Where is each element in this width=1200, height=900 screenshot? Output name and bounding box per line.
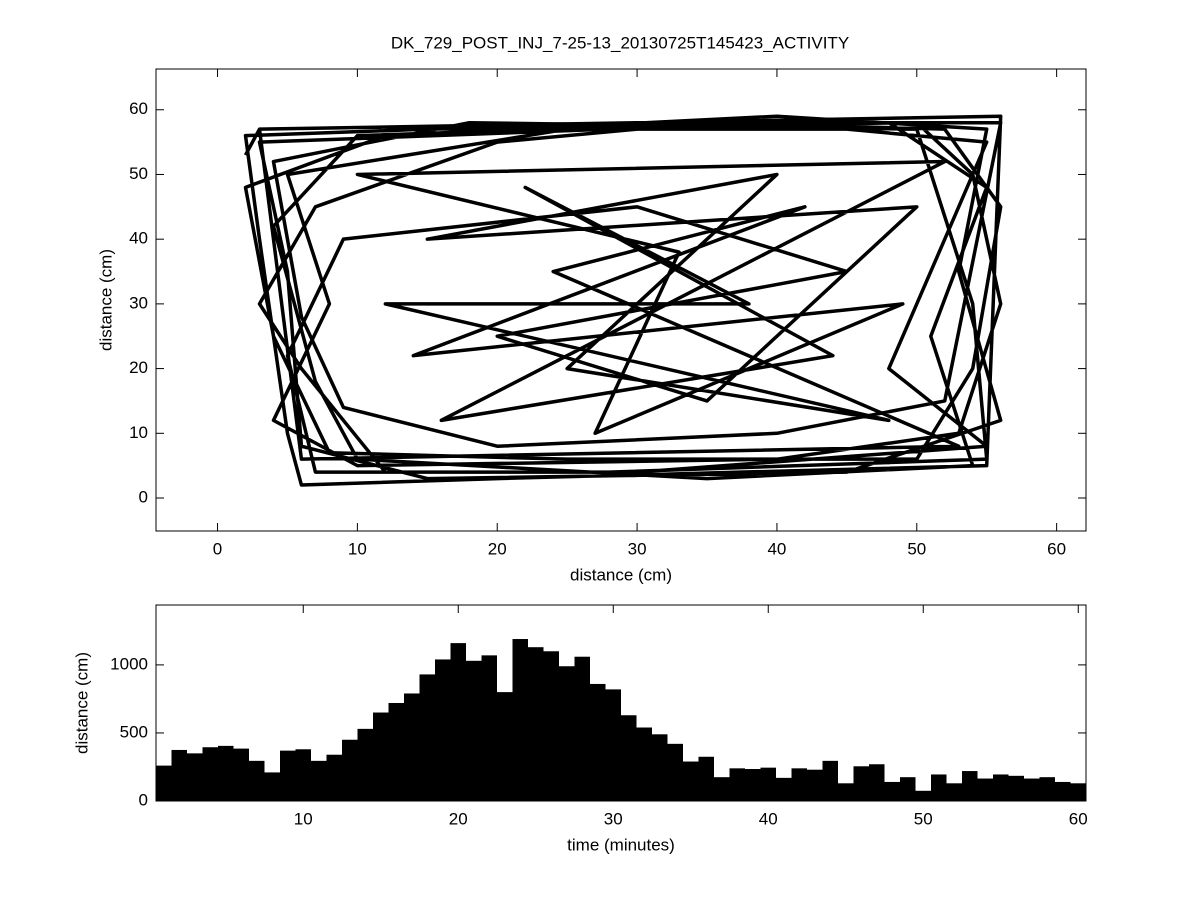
- bar: [760, 767, 776, 801]
- y-tick-label: 40: [129, 229, 148, 248]
- bar: [962, 771, 978, 801]
- y-tick-label: 0: [139, 790, 148, 809]
- bar: [326, 754, 342, 801]
- y-tick-label: 30: [129, 293, 148, 312]
- bar: [838, 783, 854, 801]
- bar: [993, 774, 1009, 801]
- bar: [1008, 775, 1024, 801]
- bar: [683, 761, 699, 801]
- x-tick-label: 60: [1047, 539, 1066, 558]
- y-axis-label: distance (cm): [96, 249, 115, 351]
- bar: [435, 659, 451, 801]
- bar: [171, 749, 187, 801]
- x-tick-label: 10: [294, 809, 313, 828]
- x-tick-label: 30: [604, 809, 623, 828]
- bar: [342, 739, 358, 801]
- bar: [667, 743, 683, 801]
- bar: [466, 660, 482, 801]
- axes-box: [155, 604, 1087, 802]
- bar: [497, 692, 513, 801]
- bar: [404, 693, 420, 801]
- bar: [931, 774, 947, 801]
- bar: [264, 772, 280, 801]
- y-tick-label: 500: [120, 722, 148, 741]
- x-tick-label: 60: [1069, 809, 1088, 828]
- x-tick-label: 20: [488, 539, 507, 558]
- bar: [450, 643, 466, 801]
- bar: [295, 749, 311, 801]
- x-axis-label: distance (cm): [570, 565, 672, 584]
- bar: [946, 783, 962, 801]
- bar: [218, 745, 234, 801]
- bar: [1055, 781, 1071, 801]
- bar: [791, 768, 807, 801]
- bar: [853, 766, 869, 801]
- bar: [977, 778, 993, 801]
- bar: [1024, 778, 1040, 801]
- bar: [590, 683, 606, 801]
- bar: [373, 712, 389, 801]
- bar: [249, 760, 265, 801]
- bar: [187, 753, 203, 801]
- bar: [512, 639, 528, 801]
- y-tick-label: 60: [129, 99, 148, 118]
- y-tick-label: 0: [139, 487, 148, 506]
- y-tick-label: 50: [129, 164, 148, 183]
- bar: [233, 748, 249, 801]
- x-axis-label: time (minutes): [567, 835, 675, 854]
- bar: [357, 728, 373, 801]
- bar: [698, 756, 714, 801]
- x-tick-label: 50: [914, 809, 933, 828]
- x-tick-label: 0: [213, 539, 222, 558]
- bar: [528, 647, 544, 801]
- bar: [419, 674, 435, 801]
- bar: [776, 777, 792, 801]
- bar: [636, 727, 652, 801]
- bar: [388, 703, 404, 801]
- x-tick-label: 40: [759, 809, 778, 828]
- bar: [621, 715, 637, 801]
- bar: [729, 768, 745, 801]
- bar: [1070, 783, 1086, 801]
- bar: [559, 666, 575, 801]
- bar: [900, 777, 916, 801]
- chart-title: DK_729_POST_INJ_7-25-13_20130725T145423_…: [391, 33, 849, 52]
- bar: [543, 651, 559, 801]
- x-tick-label: 20: [449, 809, 468, 828]
- axes-box: [155, 68, 1087, 532]
- x-tick-label: 10: [348, 539, 367, 558]
- bar: [280, 750, 296, 801]
- bar: [807, 769, 823, 801]
- y-tick-label: 1000: [110, 654, 148, 673]
- bar: [884, 781, 900, 801]
- bar: [652, 734, 668, 801]
- y-axis-label: distance (cm): [72, 652, 91, 754]
- bar: [822, 760, 838, 801]
- bar: [156, 765, 172, 801]
- bar: [714, 777, 730, 801]
- y-tick-label: 10: [129, 423, 148, 442]
- bar: [574, 656, 590, 801]
- bar: [202, 747, 218, 801]
- bar: [605, 689, 621, 801]
- y-tick-label: 20: [129, 358, 148, 377]
- x-tick-label: 50: [907, 539, 926, 558]
- trajectory: [243, 114, 1003, 487]
- bar: [869, 764, 885, 801]
- bar: [745, 769, 761, 801]
- bar: [311, 760, 327, 801]
- bar: [1039, 777, 1055, 801]
- bar: [481, 655, 497, 801]
- x-tick-label: 40: [767, 539, 786, 558]
- x-tick-label: 30: [628, 539, 647, 558]
